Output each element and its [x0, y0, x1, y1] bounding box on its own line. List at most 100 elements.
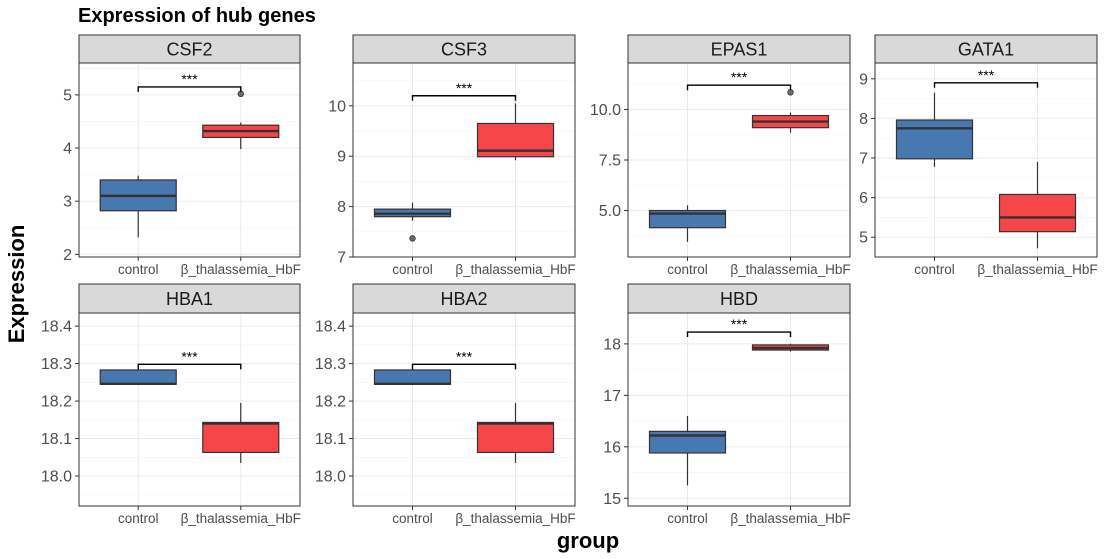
panel-bg-hba2 [352, 312, 576, 507]
significance-bracket-hba1 [137, 363, 242, 370]
y-tick-label: 5.0 [599, 203, 621, 220]
significance-label-hba2: *** [456, 348, 473, 364]
y-tick-label: 18.4 [41, 319, 72, 336]
strip-label-hbd: HBD [720, 289, 758, 309]
outlier-point-epas1-thalassemia [787, 89, 794, 96]
y-tick-label: 18.2 [41, 394, 72, 411]
x-tick-label: β_thalassemia_HbF [455, 511, 575, 526]
y-tick-label: 5 [859, 230, 868, 247]
x-tick-label: control [914, 262, 955, 277]
y-tick-label: 18.1 [41, 431, 72, 448]
box-hba2-control [373, 369, 452, 385]
y-tick-label: 16 [603, 439, 621, 456]
x-tick-label: control [118, 262, 159, 277]
y-tick-label: 18 [603, 336, 621, 353]
panel-bg-hbd [627, 312, 851, 507]
panel-csf2: CSF2 2 3 4 5 control β_thalassemia_HbF *** [63, 34, 301, 277]
box-gata1-thalassemia [998, 193, 1077, 233]
significance-label-csf2: *** [181, 71, 198, 87]
y-tick-label: 3 [63, 194, 72, 211]
strip-hbd [627, 283, 851, 314]
panel-bg-hba1 [78, 312, 301, 507]
x-tick-label: β_thalassemia_HbF [977, 262, 1097, 277]
strip-label-epas1: EPAS1 [711, 40, 768, 60]
y-tick-label: 4 [63, 141, 72, 158]
y-tick-label: 18.1 [315, 431, 346, 448]
y-tick-label: 18.0 [41, 469, 72, 486]
panel-gata1: GATA1 5 6 7 8 9 control β_thalassemia_HbF *** [859, 34, 1098, 277]
significance-label-gata1: *** [978, 67, 995, 83]
y-tick-label: 7.5 [599, 153, 621, 170]
significance-label-csf3: *** [456, 80, 473, 96]
panel-border-csf2 [78, 62, 301, 258]
panel-border-hba1 [78, 312, 301, 507]
x-tick-label: control [667, 511, 708, 526]
y-tick-label: 17 [603, 388, 621, 405]
significance-bracket-hbd [686, 331, 792, 338]
y-tick-label: 10 [328, 98, 346, 115]
x-tick-label: control [118, 511, 159, 526]
x-tick-label: β_thalassemia_HbF [181, 511, 301, 526]
panel-hbd: HBD 15 16 17 18 control β_thalassemia_HbF *** [603, 283, 851, 526]
x-tick-label: β_thalassemia_HbF [181, 262, 301, 277]
significance-bracket-csf2 [137, 86, 242, 92]
x-tick-label: control [667, 262, 708, 277]
y-tick-label: 7 [337, 250, 346, 267]
y-tick-label: 9 [337, 149, 346, 166]
y-tick-label: 10.0 [590, 102, 621, 119]
y-axis-title: Expression [4, 225, 29, 344]
y-tick-label: 8 [337, 199, 346, 216]
significance-label-hbd: *** [731, 316, 748, 332]
facet-panels: CSF2 2 3 4 5 control β_thalassemia_HbF *** CSF3 7… [41, 34, 1098, 526]
strip-label-hba2: HBA2 [440, 289, 487, 309]
y-tick-label: 15 [603, 491, 621, 508]
panel-csf3: CSF3 7 8 9 10 control β_thalassemia_HbF *** [328, 34, 576, 277]
significance-bracket-epas1 [686, 84, 792, 91]
panel-border-gata1 [874, 62, 1098, 258]
box-hba1-thalassemia [202, 421, 280, 454]
strip-label-csf2: CSF2 [166, 40, 212, 60]
y-tick-label: 6 [859, 190, 868, 207]
box-epas1-control [648, 209, 727, 229]
y-tick-label: 18.0 [315, 469, 346, 486]
x-axis-title: group [557, 528, 619, 553]
y-tick-label: 8 [859, 111, 868, 128]
panel-hba2: HBA2 18.0 18.1 18.2 18.3 18.4 control β_thalass… [315, 283, 576, 526]
panel-border-hbd [627, 312, 851, 507]
box-gata1-control [895, 119, 974, 160]
y-tick-label: 2 [63, 247, 72, 264]
y-tick-label: 18.2 [315, 394, 346, 411]
x-tick-label: β_thalassemia_HbF [455, 262, 575, 277]
x-tick-label: control [392, 511, 433, 526]
panel-border-epas1 [627, 62, 851, 258]
box-hbd-control [648, 430, 727, 454]
y-tick-label: 18.3 [41, 356, 72, 373]
strip-epas1 [627, 34, 851, 64]
panel-border-csf3 [352, 62, 576, 258]
strip-hba2 [352, 283, 576, 314]
strip-label-hba1: HBA1 [166, 289, 213, 309]
y-tick-label: 7 [859, 151, 868, 168]
significance-bracket-hba2 [411, 363, 517, 370]
chart-title: Expression of hub genes [78, 5, 316, 27]
panel-epas1: EPAS1 5.0 7.5 10.0 control β_thalassemia_HbF *… [590, 34, 851, 277]
x-tick-label: β_thalassemia_HbF [730, 511, 850, 526]
box-hba1-control [99, 369, 177, 385]
strip-label-csf3: CSF3 [441, 40, 487, 60]
panel-hba1: HBA1 18.0 18.1 18.2 18.3 18.4 control β_thalass… [41, 283, 301, 526]
y-tick-label: 18.3 [315, 356, 346, 373]
significance-bracket-csf3 [411, 95, 517, 101]
panel-border-hba2 [352, 312, 576, 507]
outlier-point-csf3-control [409, 235, 416, 242]
significance-label-hba1: *** [181, 348, 198, 364]
box-hba2-thalassemia [476, 421, 555, 454]
x-tick-label: control [392, 262, 433, 277]
strip-csf2 [78, 34, 301, 64]
significance-bracket-gata1 [933, 82, 1039, 88]
strip-csf3 [352, 34, 576, 64]
y-tick-label: 5 [63, 87, 72, 104]
y-tick-label: 18.4 [315, 319, 346, 336]
significance-label-epas1: *** [731, 69, 748, 85]
strip-label-gata1: GATA1 [958, 40, 1014, 60]
